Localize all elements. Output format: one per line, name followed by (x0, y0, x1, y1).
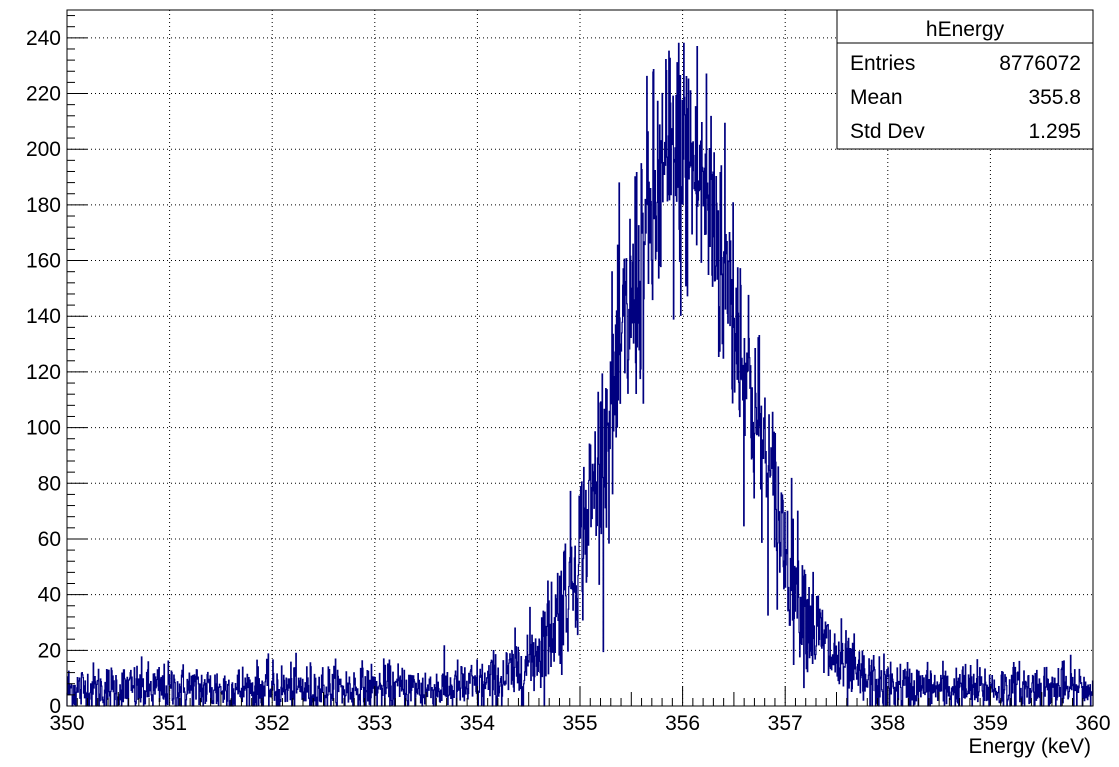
y-tick-label: 80 (38, 472, 61, 495)
x-tick-label: 351 (152, 712, 187, 735)
stats-box-frame (836, 9, 1094, 150)
x-tick-label: 359 (973, 712, 1008, 735)
x-tick-label: 354 (460, 712, 495, 735)
stats-entries-value: 8776072 (999, 52, 1081, 75)
y-tick-label: 0 (49, 695, 61, 718)
x-tick-label: 355 (562, 712, 597, 735)
y-tick-label: 180 (26, 194, 61, 217)
x-tick-label: 352 (255, 712, 290, 735)
y-tick-label: 100 (26, 417, 61, 440)
y-tick-labels: 0 20 40 60 80 100 120 140 160 180 200 220 240 (26, 27, 61, 718)
stats-mean-value: 355.8 (1028, 86, 1081, 109)
stats-stddev-label: Std Dev (850, 120, 925, 143)
y-tick-label: 240 (26, 27, 61, 50)
y-tick-label: 120 (26, 361, 61, 384)
stats-stddev-value: 1.295 (1028, 120, 1081, 143)
stats-entries-label: Entries (850, 52, 915, 75)
y-tick-label: 140 (26, 305, 61, 328)
stats-box: hEnergy Entries 8776072 Mean 355.8 Std D… (836, 9, 1094, 150)
x-tick-labels: 350 351 352 353 354 355 356 357 358 359 360 (49, 712, 1110, 735)
y-tick-label: 160 (26, 250, 61, 273)
stats-mean-label: Mean (850, 86, 903, 109)
x-axis-title: Energy (keV) (968, 735, 1091, 758)
y-tick-label: 60 (38, 528, 61, 551)
y-tick-label: 200 (26, 138, 61, 161)
x-tick-label: 356 (665, 712, 700, 735)
x-tick-label: 357 (768, 712, 803, 735)
y-tick-label: 20 (38, 639, 61, 662)
y-tick-label: 40 (38, 584, 61, 607)
x-tick-label: 353 (357, 712, 392, 735)
axes (66, 15, 1094, 707)
plot-frame (66, 9, 1094, 707)
x-tick-label: 358 (870, 712, 905, 735)
y-tick-label: 220 (26, 83, 61, 106)
histogram-line (66, 42, 1094, 707)
stats-box-title: hEnergy (926, 18, 1005, 41)
x-tick-label: 360 (1075, 712, 1110, 735)
x-tick-label: 350 (49, 712, 84, 735)
histogram-series (66, 42, 1094, 707)
